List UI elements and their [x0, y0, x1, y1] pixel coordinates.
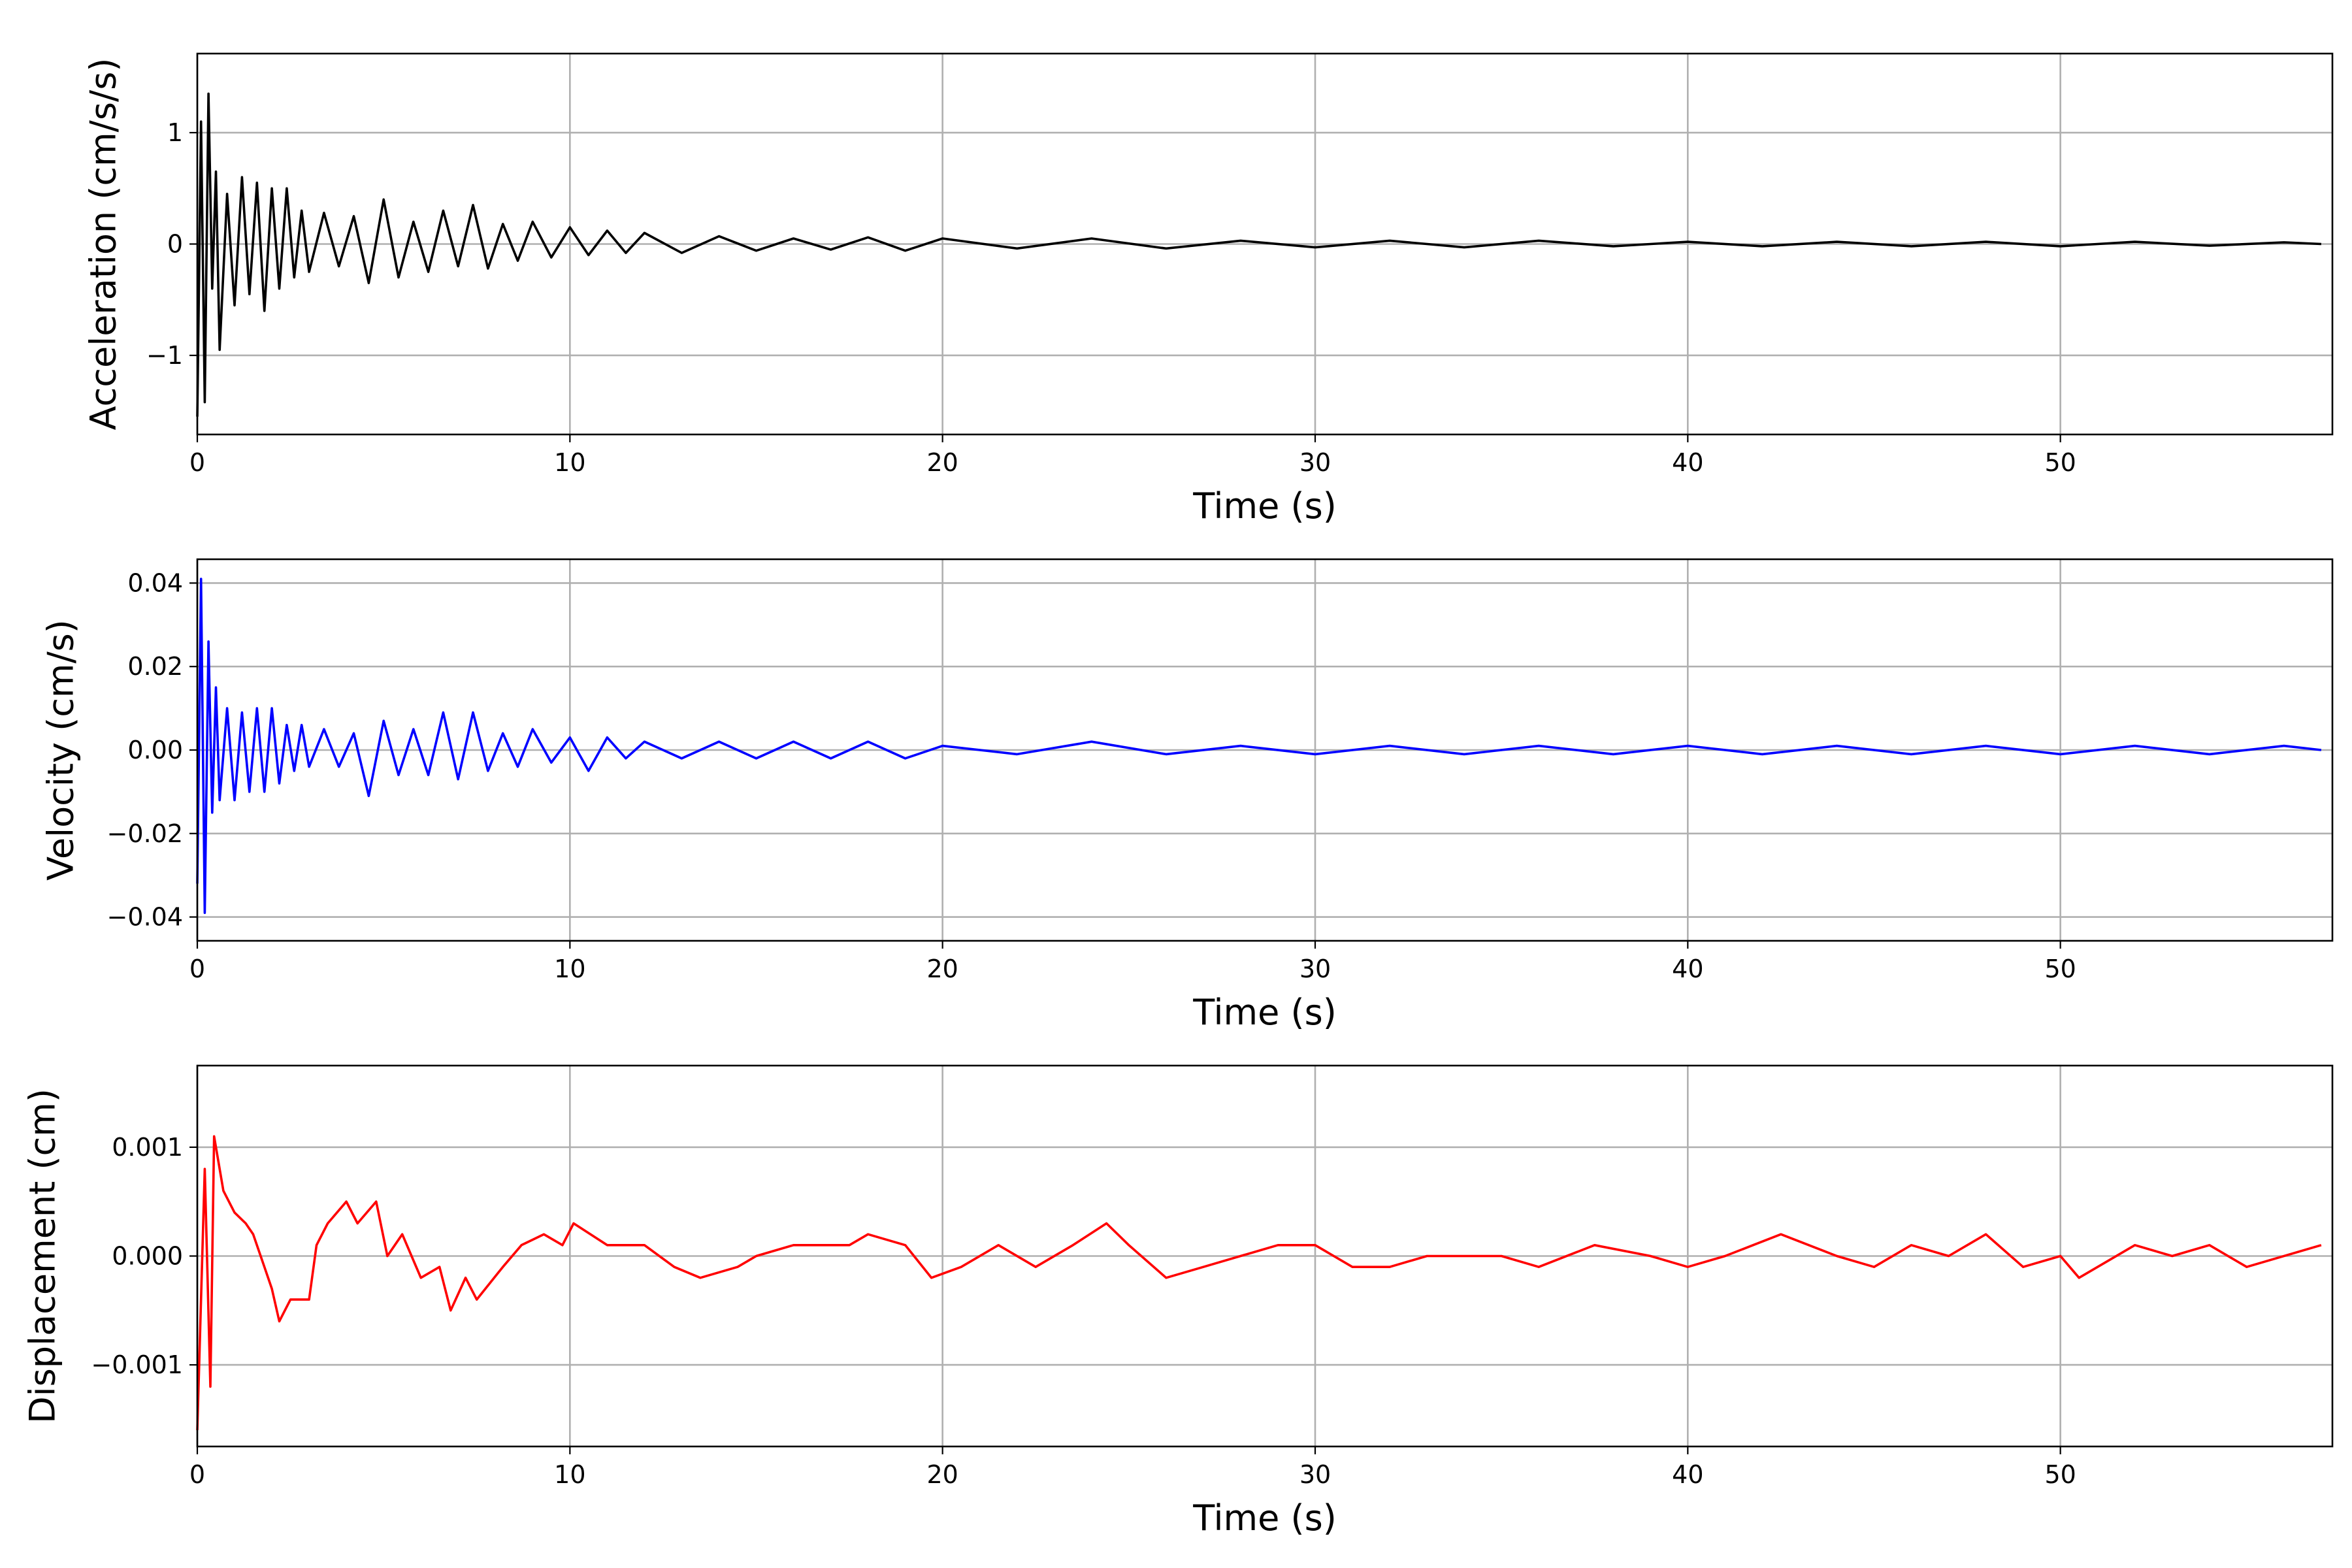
- y-tick-label: 0.04: [127, 568, 183, 597]
- y-tick-label: −0.02: [107, 819, 183, 848]
- y-tick-label: 0: [167, 230, 183, 259]
- y-tick-label: −0.001: [91, 1350, 183, 1379]
- x-tick-label: 50: [2044, 1460, 2076, 1489]
- x-tick-label: 40: [1672, 1460, 1703, 1489]
- y-axis-label: Velocity (cm/s): [41, 619, 82, 881]
- x-tick-label: 50: [2044, 448, 2076, 477]
- x-axis-label: Time (s): [1192, 992, 1337, 1033]
- axes-frame: [196, 1064, 2334, 1448]
- x-tick-label: 30: [1299, 1460, 1331, 1489]
- x-tick-label: 0: [189, 1460, 205, 1489]
- acceleration-series-line: [196, 92, 2321, 417]
- y-tick-label: 0.00: [127, 736, 183, 764]
- velocity-subplot: 0 10 20 30 40 50 −0.04 −0.02 0.00 0.02 0.04 Time (s…: [41, 558, 2334, 1033]
- x-tick-label: 20: [926, 448, 958, 477]
- axes-frame: [196, 52, 2334, 436]
- x-tick-label: 0: [189, 448, 205, 477]
- velocity-series-line: [196, 578, 2322, 914]
- y-tick-label: 0.001: [112, 1133, 183, 1162]
- x-axis-label: Time (s): [1192, 485, 1337, 527]
- y-tick-label: −1: [146, 341, 183, 370]
- y-tick-label: 0.02: [127, 652, 183, 681]
- x-tick-label: 40: [1672, 448, 1703, 477]
- x-tick-label: 0: [189, 955, 205, 983]
- y-tick-label: 0.000: [112, 1242, 183, 1271]
- x-tick-label: 10: [554, 1460, 585, 1489]
- acceleration-subplot: 0 10 20 30 40 50 −1 0 1 Time (s) Acceleration (cm/…: [83, 52, 2334, 527]
- x-tick-label: 40: [1672, 955, 1703, 983]
- y-tick-label: 1: [167, 118, 183, 147]
- x-tick-label: 20: [926, 1460, 958, 1489]
- x-axis-label: Time (s): [1192, 1497, 1337, 1539]
- y-axis-label: Displacement (cm): [22, 1088, 63, 1424]
- x-tick-label: 50: [2044, 955, 2076, 983]
- x-tick-label: 20: [926, 955, 958, 983]
- displacement-series-line: [196, 1135, 2322, 1431]
- axes-frame: [196, 558, 2334, 942]
- x-tick-label: 30: [1299, 448, 1331, 477]
- y-axis-label: Acceleration (cm/s/s): [83, 58, 124, 431]
- displacement-subplot: 0 10 20 30 40 50 −0.001 0.000 0.001 Time (s) Displ…: [22, 1064, 2334, 1539]
- x-tick-label: 30: [1299, 955, 1331, 983]
- y-tick-label: −0.04: [107, 903, 183, 932]
- x-tick-label: 10: [554, 448, 585, 477]
- x-tick-label: 10: [554, 955, 585, 983]
